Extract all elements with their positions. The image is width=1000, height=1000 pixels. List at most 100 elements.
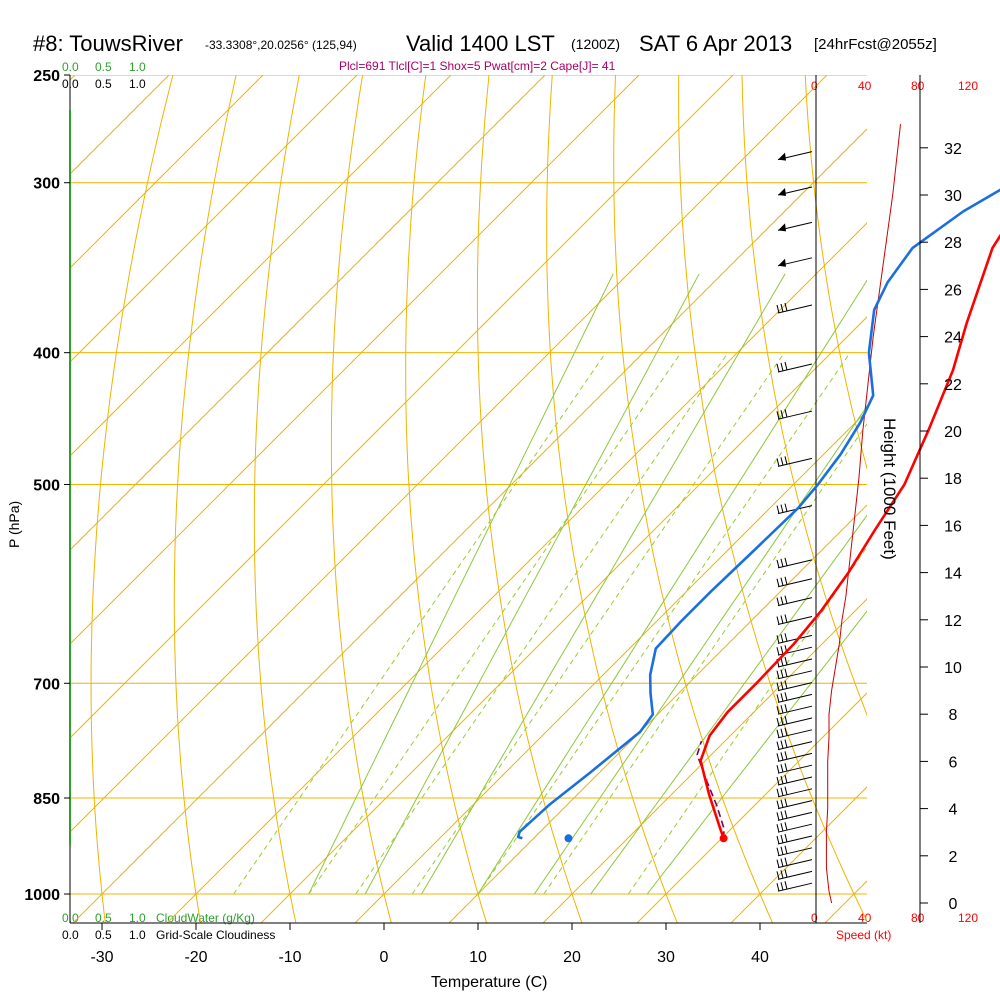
x-axis-title: Temperature (C) [431,974,547,991]
cloudwater-axis-title: CloudWater (g/Kg) [156,911,255,925]
cloudwater-scale-top-label: 0.0 [62,60,79,74]
dry-adiabat-line [922,0,1000,923]
isotherm-line [542,598,867,923]
dry-adiabat-line [405,75,488,923]
y-tick-label: 850 [33,791,60,808]
dry-adiabat-line [804,75,867,471]
height-tick-label: 28 [944,235,962,252]
wind-barb [776,881,813,892]
height-tick-label: 14 [944,566,962,583]
y-axis-title: P (hPa) [6,501,22,548]
wind-barb [776,763,813,774]
cloudiness-axis-title: Grid-Scale Cloudiness [156,928,275,942]
height-tick-label: 10 [944,660,962,677]
dry-adiabat-line [546,75,678,923]
mixing-ratio-line [411,352,785,895]
moist-adiabat-line [590,514,867,895]
temperature-line [699,233,1000,839]
speed-scale-top-label: 0 [811,79,818,93]
speed-scale-bottom-label: 80 [911,911,925,925]
valid-date: SAT 6 Apr 2013 [639,31,792,56]
cloudwater-scale-bottom: 0.0 0.5 1.0 CloudWater (g/Kg) 0.0 0.5 1.… [62,911,275,942]
height-tick-label: 24 [944,330,962,347]
isotherm-line [70,75,76,81]
height-tick-label: 32 [944,141,962,158]
isotherm-line [70,75,828,833]
speed-scale-bottom-label: 40 [858,911,872,925]
utc-time: (1200Z) [571,36,620,52]
wind-barb [776,786,813,798]
wind-barb [776,810,813,821]
cloudiness-scale-bottom-label: 1.0 [129,928,146,942]
cloudwater-scale-top-label: 0.5 [95,60,112,74]
dewpoint-line [516,188,1000,840]
dry-adiabat-line [741,75,867,717]
isotherm-line [70,75,546,551]
wind-barb [776,361,813,373]
y-tick-label: 300 [33,176,60,193]
speed-scale-top-label: 80 [911,79,925,93]
height-tick-label: 12 [944,613,962,630]
mixing-ratio-line [477,352,851,895]
station-coords: -33.3308°,20.0256° (125,94) [205,38,357,52]
dry-adiabat-line [90,75,174,923]
wind-barb [776,727,813,739]
wind-barb [776,680,813,692]
isotherm-line [636,692,867,923]
x-axis-ticks: -30 -20 -10 0 10 20 30 40 [90,923,769,966]
wind-barb [776,633,813,644]
surface-temperature-marker [719,834,728,843]
wind-barb [776,595,813,607]
y-axis-ticks: 250 300 400 500 700 850 1000 [24,68,70,904]
dry-adiabat-line [981,0,1000,923]
x-tick-label: -10 [278,949,301,966]
isotherm-line [70,75,452,457]
dry-adiabat-line [330,75,392,923]
speed-scale-top-label: 120 [958,79,978,93]
mixing-ratio-line [308,352,682,895]
mixing-ratio-line [627,546,867,895]
wind-barb [776,692,813,703]
height-tick-label: 4 [949,802,958,819]
x-tick-label: 10 [469,949,487,966]
moist-adiabat-line [364,273,700,895]
wind-speed-profile [825,124,901,904]
height-tick-label: 0 [949,896,958,913]
wind-barb [776,409,813,420]
wind-barb [776,456,813,467]
dry-adiabat-line [678,75,867,923]
cloudwater-scale-top-label: 1.0 [129,60,146,74]
wind-barb [776,302,813,314]
valid-time: Valid 1400 LST [406,31,555,56]
y-tick-label: 700 [33,676,60,693]
moist-adiabat-line [533,405,867,895]
x-tick-label: 40 [751,949,769,966]
height-tick-label: 16 [944,518,962,535]
dry-adiabat-line [476,75,583,923]
isotherm-line [70,75,734,739]
isotherm-line [70,75,264,269]
wind-barb [776,668,813,680]
dry-adiabat-line [253,75,300,923]
diagram-background-lines [70,0,1000,923]
y-tick-label: 400 [33,346,60,363]
surface-dewpoint-marker [564,834,573,843]
isotherm-line [824,880,867,923]
mixing-ratio-line [543,422,867,895]
isotherm-line [70,75,170,175]
cloudwater-scale-top: 0.0 0.5 1.0 0.0 0.5 1.0 [62,60,146,91]
x-tick-label: 20 [563,949,581,966]
wind-barb [776,857,813,869]
dry-adiabat-line [613,75,773,923]
isotherm-line [72,128,867,923]
cloudiness-scale-top-label: 0.5 [95,77,112,91]
isotherm-line [448,504,867,923]
isotherm-line [166,222,867,923]
height-tick-label: 22 [944,377,962,394]
parcel-trace-line [696,740,725,839]
wind-barb [776,557,813,569]
moist-adiabat-line [308,273,614,895]
mixing-ratio-line [355,352,729,895]
height-axis-title: Height (1000 Feet) [880,418,899,560]
